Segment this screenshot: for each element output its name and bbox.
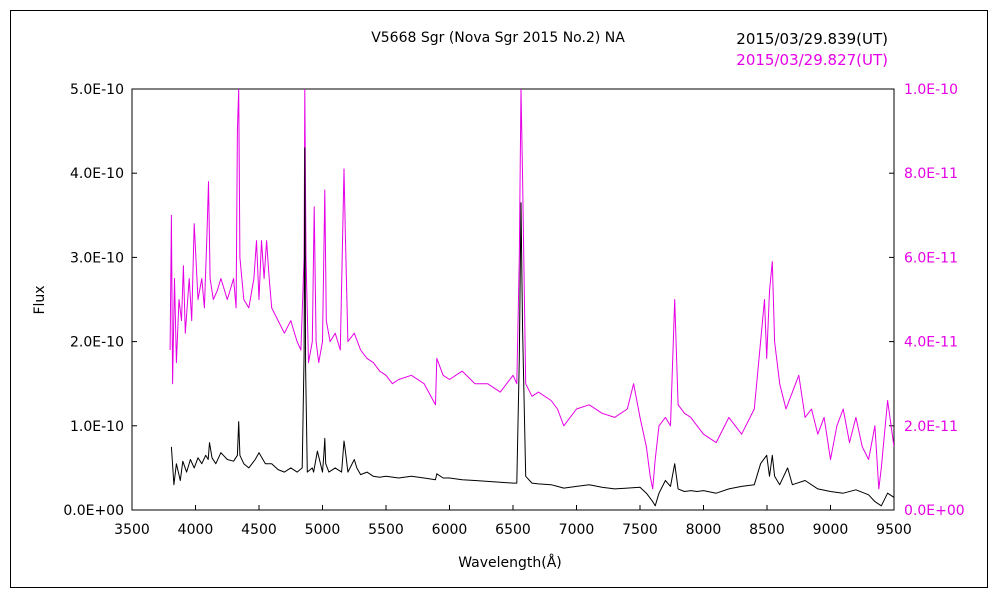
x-tick-label: 4000 — [178, 522, 214, 538]
chart-title: V5668 Sgr (Nova Sgr 2015 No.2) NA — [371, 30, 625, 46]
y-right-tick-label: 0.0E+00 — [904, 503, 965, 519]
x-tick-label: 8000 — [686, 522, 722, 538]
y-left-tick-label: 4.0E-10 — [70, 166, 124, 182]
y-left-tick-label: 3.0E-10 — [70, 250, 124, 266]
plot-area — [131, 88, 895, 511]
x-tick-label: 5500 — [368, 522, 404, 538]
y-right-tick-label: 1.0E-10 — [904, 82, 958, 98]
x-tick-label: 3500 — [114, 522, 150, 538]
y-right-tick-label: 6.0E-11 — [904, 250, 958, 266]
x-axis-label: Wavelength(Å) — [458, 554, 562, 571]
x-tick-label: 7000 — [559, 522, 595, 538]
x-tick-label: 9000 — [813, 522, 849, 538]
legend-entry-magenta: 2015/03/29.827(UT) — [736, 51, 888, 69]
y-left-tick-label: 0.0E+00 — [63, 503, 124, 519]
x-axis: 3500 4000 4500 5000 5500 6000 6500 7000 7500 8000… — [114, 505, 912, 538]
y-right-tick-label: 8.0E-11 — [904, 166, 958, 182]
x-tick-label: 6500 — [495, 522, 531, 538]
series-lines — [169, 89, 894, 507]
x-tick-label: 6000 — [432, 522, 468, 538]
chart-frame — [10, 10, 988, 588]
y-right-tick-label: 2.0E-11 — [904, 419, 958, 435]
series-line-magenta — [169, 89, 894, 490]
y-left-tick-label: 2.0E-10 — [70, 335, 124, 351]
y-axis-left: 0.0E+00 1.0E-10 2.0E-10 3.0E-10 4.0E-10 5.0E-… — [63, 82, 137, 519]
x-tick-label: 7500 — [622, 522, 658, 538]
y-axis-right: 0.0E+00 2.0E-11 4.0E-11 6.0E-11 8.0E-11 1.0E-… — [889, 82, 965, 519]
series-line-black — [170, 147, 894, 507]
x-tick-label: 8500 — [749, 522, 785, 538]
y-left-tick-label: 1.0E-10 — [70, 419, 124, 435]
y-left-tick-label: 5.0E-10 — [70, 82, 124, 98]
y-right-tick-label: 4.0E-11 — [904, 335, 958, 351]
x-tick-label: 4500 — [241, 522, 277, 538]
x-tick-label: 5000 — [305, 522, 341, 538]
y-axis-label-left: Flux — [32, 285, 48, 314]
legend-entry-black: 2015/03/29.839(UT) — [736, 30, 888, 48]
x-tick-label: 9500 — [876, 522, 912, 538]
